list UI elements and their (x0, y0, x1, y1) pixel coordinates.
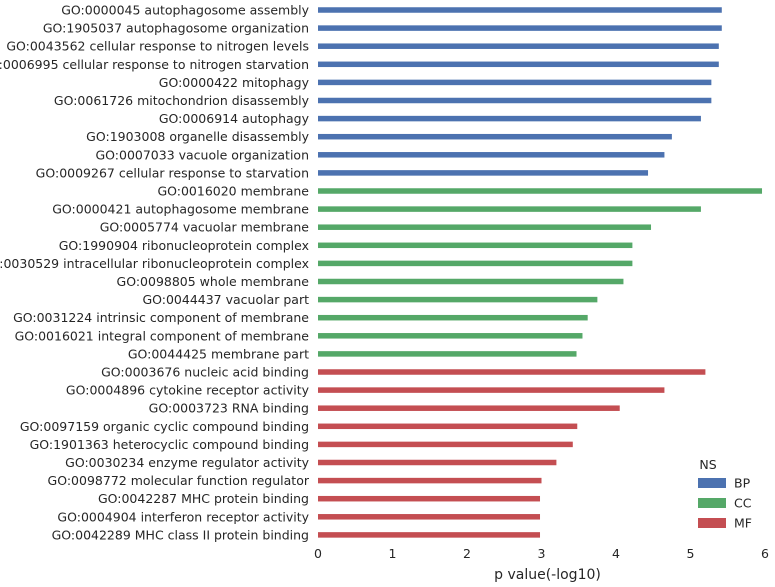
y-tick-label: GO:0098772 molecular function regulator (48, 473, 310, 488)
bar-go-1903008 (318, 133, 672, 140)
y-tick-label: GO:0003723 RNA binding (149, 401, 309, 416)
legend-swatch-bp (698, 478, 726, 488)
x-axis-label: p value(-log10) (494, 567, 601, 583)
bar-go-0043562 (318, 43, 719, 49)
x-tick-label: 1 (389, 546, 397, 561)
bar-go-0000422 (318, 79, 712, 86)
legend-title: NS (699, 457, 716, 472)
legend-label-cc: CC (734, 496, 752, 511)
bar-go-0030529 (318, 260, 633, 267)
bar-go-0007033 (318, 152, 665, 158)
y-tick-label: GO:0044437 vacuolar part (142, 292, 309, 307)
bar-go-0042287 (318, 495, 541, 502)
bar-group (318, 7, 763, 538)
y-tick-label: GO:0016020 membrane (157, 184, 309, 199)
y-tick-label: GO:1903008 organelle disassembly (86, 129, 309, 144)
bar-go-0003723 (318, 405, 620, 411)
y-tick-label: GO:0000422 mitophagy (159, 75, 310, 90)
legend-swatch-cc (698, 498, 726, 508)
bar-go-0006914 (318, 115, 701, 122)
y-tick-label: GO:0007033 vacuole organization (95, 147, 309, 162)
bar-go-0004896 (318, 387, 665, 393)
bar-go-0000421 (318, 206, 701, 212)
y-tick-label: GO:0004904 interferon receptor activity (57, 509, 309, 524)
bar-go-0003676 (318, 369, 706, 375)
legend-swatch-mf (698, 518, 726, 528)
y-tick-label: GO:0098805 whole membrane (117, 274, 310, 289)
x-tick-label: 6 (761, 546, 769, 561)
bar-go-1905037 (318, 25, 722, 31)
y-tick-label: GO:0097159 organic cyclic compound bindi… (20, 419, 309, 434)
y-tick-label: GO:0000421 autophagosome membrane (52, 202, 309, 217)
x-tick-label: 3 (538, 546, 546, 561)
bar-go-0005774 (318, 224, 652, 230)
y-tick-label: GO:0044425 membrane part (128, 346, 309, 361)
y-tick-label: GO:0016021 integral component of membran… (15, 328, 310, 343)
bar-go-0016020 (318, 188, 763, 194)
bar-go-0098805 (318, 278, 624, 285)
y-tick-label: GO:0030529 intracellular ribonucleoprote… (0, 256, 309, 271)
y-tick-label: GO:0061726 mitochondrion disassembly (54, 93, 310, 108)
bar-go-0000045 (318, 7, 722, 13)
y-tick-label: GO:0003676 nucleic acid binding (101, 365, 309, 380)
bar-go-0097159 (318, 423, 578, 430)
y-tick-label: GO:0031224 intrinsic component of membra… (13, 310, 309, 325)
legend-label-bp: BP (734, 476, 751, 491)
x-tick-label: 0 (314, 546, 322, 561)
y-tick-label: GO:0042287 MHC protein binding (98, 491, 309, 506)
y-tick-label: GO:0043562 cellular response to nitrogen… (6, 39, 309, 54)
bar-go-0044437 (318, 296, 598, 303)
bar-go-0006995 (318, 61, 719, 68)
x-tick-label: 4 (612, 546, 620, 561)
y-tick-label: GO:1990904 ribonucleoprotein complex (59, 238, 309, 253)
bar-go-0031224 (318, 314, 588, 321)
x-axis-ticks: 0 1 2 3 4 5 6 (314, 546, 769, 561)
y-axis-labels: GO:0000045 autophagosome assembly GO:1905… (0, 3, 310, 543)
y-tick-label: GO:0000045 autophagosome assembly (61, 3, 309, 18)
y-tick-label: GO:0042289 MHC class II protein binding (52, 527, 309, 542)
bar-go-0042289 (318, 532, 541, 538)
legend: NS BP CC MF (698, 457, 752, 531)
bar-go-0044425 (318, 351, 577, 357)
bar-go-1990904 (318, 242, 633, 249)
x-tick-label: 5 (687, 546, 695, 561)
y-tick-label: GO:1901363 heterocyclic compound binding (30, 437, 309, 452)
bar-go-0016021 (318, 333, 583, 339)
y-tick-label: GO:0006995 cellular response to nitrogen… (0, 57, 309, 72)
y-tick-label: GO:0004896 cytokine receptor activity (66, 383, 310, 398)
y-tick-label: GO:1905037 autophagosome organization (43, 21, 309, 36)
legend-label-mf: MF (734, 516, 752, 531)
y-tick-label: GO:0009267 cellular response to starvati… (36, 165, 309, 180)
bar-go-0004904 (318, 514, 541, 520)
bar-go-0098772 (318, 477, 542, 484)
bar-go-0061726 (318, 97, 712, 104)
y-tick-label: GO:0030234 enzyme regulator activity (65, 455, 309, 470)
x-tick-label: 2 (463, 546, 471, 561)
y-tick-label: GO:0005774 vacuolar membrane (100, 220, 310, 235)
bar-go-0009267 (318, 170, 649, 176)
y-tick-label: GO:0006914 autophagy (159, 111, 310, 126)
bar-go-1901363 (318, 441, 573, 448)
bar-go-0030234 (318, 459, 557, 466)
